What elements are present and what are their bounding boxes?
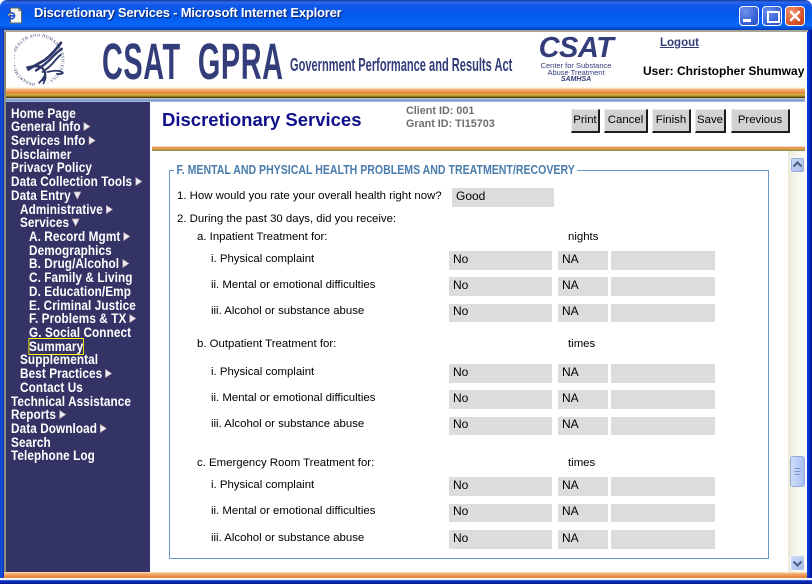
svg-text:DEPARTMENT OF HEALTH AND HUMAN: DEPARTMENT OF HEALTH AND HUMAN SERVICES … xyxy=(14,34,65,86)
